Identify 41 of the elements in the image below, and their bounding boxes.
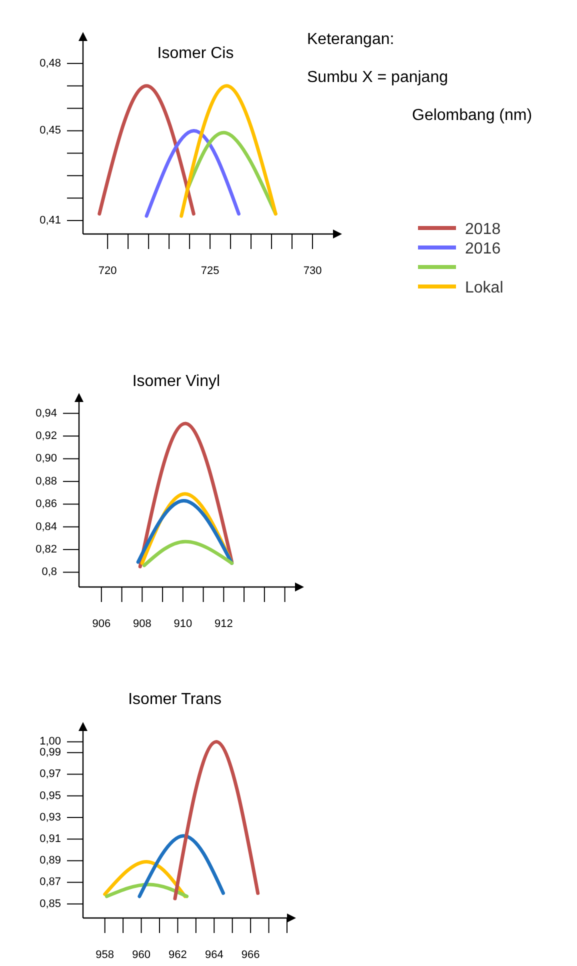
chart-title: Isomer Cis xyxy=(157,45,234,62)
y-tick-label: 0,8 xyxy=(42,566,57,578)
x-tick-label: 908 xyxy=(132,618,152,630)
y-tick-label: 0,93 xyxy=(40,811,61,824)
y-tick-label: 0,99 xyxy=(40,746,61,759)
x-tick-label: 912 xyxy=(214,618,233,630)
annotation: Sumbu X = panjang xyxy=(307,69,448,86)
y-tick-label: 0,89 xyxy=(40,854,61,867)
y-tick-label: 0,91 xyxy=(40,833,61,845)
x-tick-label: 966 xyxy=(241,949,260,961)
y-tick-label: 0,94 xyxy=(36,407,57,420)
chart-title: Isomer Trans xyxy=(128,691,222,708)
y-tick-label: 0,41 xyxy=(40,214,61,226)
y-tick-label: 0,82 xyxy=(36,543,57,556)
y-tick-label: 0,88 xyxy=(36,475,57,488)
y-tick-label: 0,90 xyxy=(36,452,57,465)
y-tick-label: 0,92 xyxy=(36,430,57,442)
annotation: Keterangan: xyxy=(307,31,394,48)
y-tick-label: 0,95 xyxy=(40,790,61,802)
y-tick-label: 0,86 xyxy=(36,498,57,510)
x-tick-label: 725 xyxy=(200,265,220,277)
x-tick-label: 730 xyxy=(303,265,322,277)
y-tick-label: 0,87 xyxy=(40,876,61,888)
chart-title: Isomer Vinyl xyxy=(132,373,220,390)
legend-label: Lokal xyxy=(465,280,504,296)
x-tick-label: 962 xyxy=(168,949,187,961)
y-tick-label: 0,85 xyxy=(40,898,61,910)
y-tick-label: 0,48 xyxy=(40,57,61,70)
y-tick-label: 0,97 xyxy=(40,768,61,780)
x-tick-label: 720 xyxy=(98,265,117,277)
x-tick-label: 960 xyxy=(132,949,150,961)
x-tick-label: 906 xyxy=(92,618,111,630)
y-tick-label: 0,84 xyxy=(36,520,57,533)
x-tick-label: 910 xyxy=(174,618,192,630)
legend-label: 2016 xyxy=(465,240,501,258)
x-tick-label: 964 xyxy=(204,949,224,961)
legend-label: 2018 xyxy=(465,221,501,238)
text: Gelombang (nm) xyxy=(412,107,532,124)
y-tick-label: 1,00 xyxy=(40,736,61,748)
y-tick-label: 0,45 xyxy=(40,124,61,137)
x-tick-label: 958 xyxy=(96,949,114,961)
